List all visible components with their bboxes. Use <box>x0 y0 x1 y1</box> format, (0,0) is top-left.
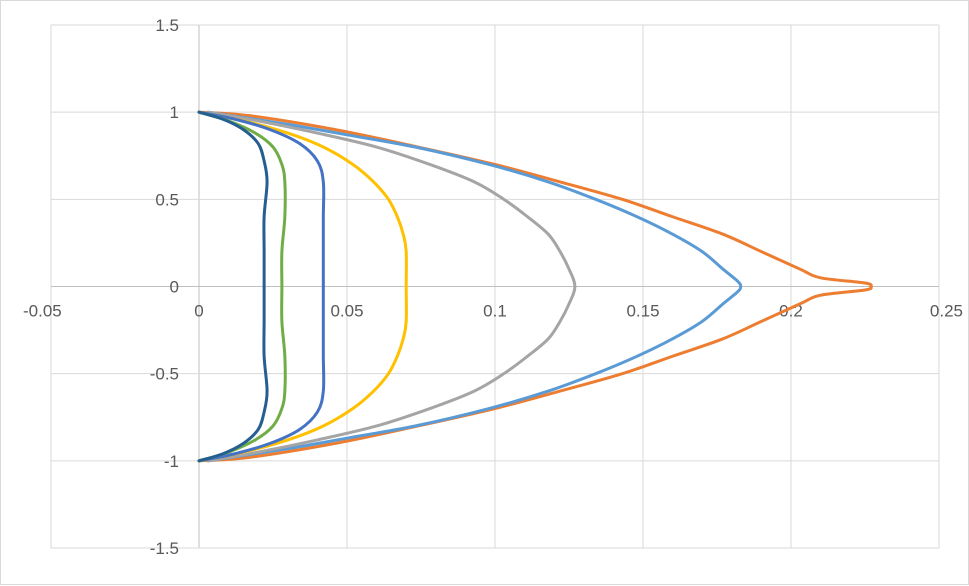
series-line-5 <box>197 110 326 463</box>
y-tick-label: -1.5 <box>150 539 179 558</box>
series-line-4 <box>197 110 408 463</box>
series-line-7 <box>197 110 269 463</box>
y-tick-label: -1 <box>164 452 179 471</box>
x-tick-label: -0.05 <box>23 302 62 321</box>
x-tick-label: 0.05 <box>330 302 363 321</box>
y-tick-label: 0.5 <box>155 190 179 209</box>
y-tick-label: 1 <box>170 103 179 122</box>
y-tick-label: 0 <box>170 278 179 297</box>
series-line-3 <box>206 110 577 463</box>
series-line-2 <box>206 110 743 463</box>
x-tick-label: 0.25 <box>930 302 963 321</box>
series-line-1 <box>197 110 873 463</box>
x-tick-label: 0.1 <box>483 302 507 321</box>
series-line-6 <box>197 110 287 463</box>
gridlines <box>50 24 940 549</box>
x-tick-label: 0 <box>194 302 203 321</box>
series-group <box>197 110 873 463</box>
x-tick-label: 0.15 <box>626 302 659 321</box>
y-tick-label: -0.5 <box>150 365 179 384</box>
y-tick-label: 1.5 <box>155 16 179 35</box>
